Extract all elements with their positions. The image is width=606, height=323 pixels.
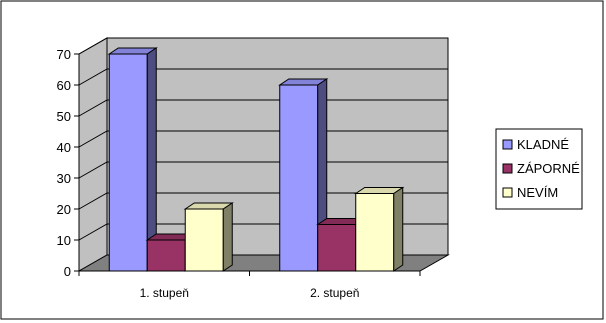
bar: [107, 47, 158, 272]
y-tick-labels: 0 10 20 30 40 50 60 70: [57, 47, 71, 279]
gridline: [78, 161, 448, 179]
y-tick-label: 70: [57, 47, 71, 62]
legend-swatch-nevim: [502, 187, 513, 198]
bar-front: [317, 224, 357, 272]
y-tick-label: 50: [57, 109, 71, 124]
y-tick-label: 40: [57, 140, 71, 155]
bar-side: [222, 202, 233, 272]
bar-front: [184, 208, 224, 272]
bars: [107, 47, 405, 272]
gridline: [78, 130, 448, 148]
x-category-labels: 1. stupeň 2. stupeň: [140, 286, 360, 300]
x-category-label: 1. stupeň: [140, 286, 189, 300]
legend-swatch-zaporne: [502, 163, 513, 174]
y-tick-label: 20: [57, 202, 71, 217]
gridline: [78, 192, 448, 210]
y-tick-label: 10: [57, 233, 71, 248]
legend-label-zaporne: ZÁPORNÉ: [517, 161, 580, 176]
side-wall: [78, 37, 108, 272]
bar-front: [108, 53, 148, 272]
gridline: [78, 37, 448, 55]
gridline: [78, 68, 448, 86]
y-tick-label: 0: [64, 264, 71, 279]
gridline: [78, 99, 448, 117]
legend-swatch-kladne: [502, 139, 513, 150]
bar-side: [393, 186, 404, 272]
bar-front: [279, 84, 319, 272]
legend-label-nevim: NEVÍM: [517, 185, 558, 200]
bar: [183, 202, 234, 272]
y-tick-label: 60: [57, 78, 71, 93]
bar-front: [146, 239, 186, 272]
legend: KLADNÉ ZÁPORNÉ NEVÍM: [495, 128, 583, 210]
y-tick-label: 30: [57, 171, 71, 186]
x-category-label: 2. stupeň: [310, 286, 359, 300]
bar: [354, 186, 405, 272]
bar-front: [355, 193, 395, 272]
legend-label-kladne: KLADNÉ: [517, 137, 569, 152]
